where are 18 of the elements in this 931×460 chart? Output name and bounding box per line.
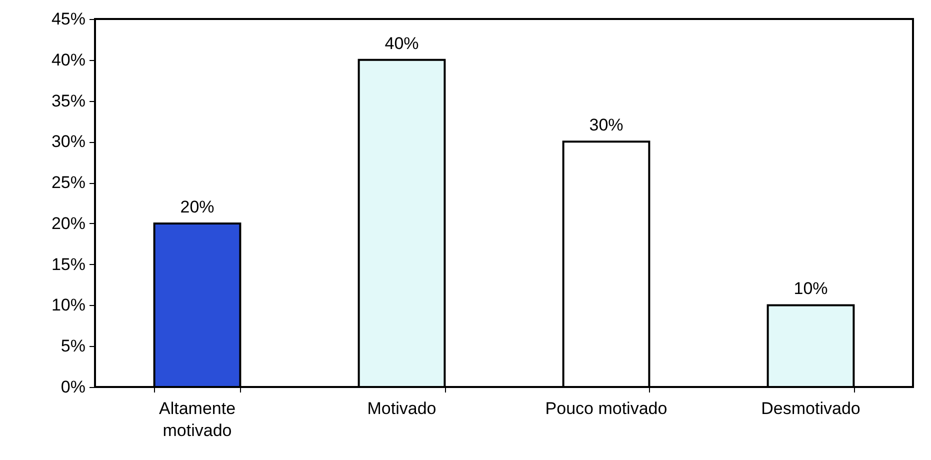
y-tick-label: 10% [51, 296, 86, 315]
x-tick-label: Pouco motivado [545, 399, 668, 418]
x-tick-label: Altamente motivado [158, 399, 236, 440]
data-label: 20% [180, 197, 214, 216]
data-label: 30% [589, 116, 624, 135]
y-tick-label: 30% [51, 132, 86, 152]
y-tick-label: 35% [51, 91, 86, 110]
y-tick-label: 0% [60, 378, 86, 396]
data-label: 10% [794, 279, 828, 298]
x-tick-label: Desmotivado [761, 399, 860, 418]
y-tick-label: 40% [51, 50, 86, 70]
y-tick-label: 45% [51, 10, 86, 28]
y-tick-label: 20% [51, 214, 86, 233]
y-tick-label: 15% [51, 254, 86, 274]
x-tick-label: Motivado [367, 399, 436, 418]
data-label: 40% [384, 34, 419, 53]
y-tick-label: 5% [60, 336, 86, 356]
y-tick-label: 25% [51, 173, 86, 192]
